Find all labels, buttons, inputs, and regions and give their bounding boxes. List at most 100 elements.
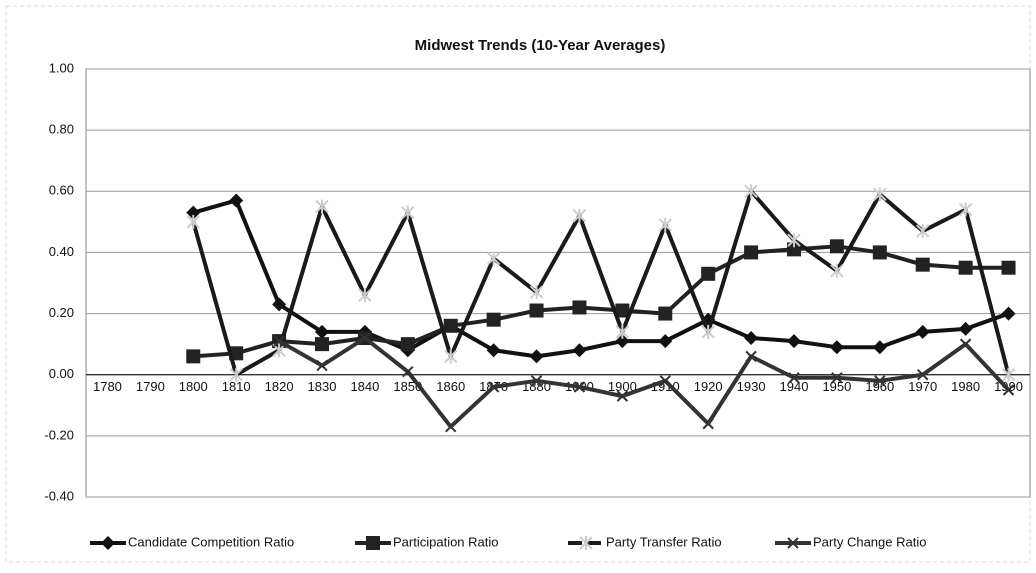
marker — [529, 285, 544, 300]
marker — [400, 337, 415, 352]
marker — [529, 349, 544, 364]
marker — [1001, 367, 1016, 382]
marker — [486, 251, 501, 266]
x-tick-label: 1980 — [951, 379, 980, 394]
marker — [830, 263, 844, 278]
marker — [787, 537, 799, 549]
chart-title: Midwest Trends (10-Year Averages) — [415, 37, 666, 54]
marker — [831, 372, 843, 384]
marker — [186, 205, 201, 220]
series-line — [278, 336, 1011, 429]
marker — [659, 375, 671, 387]
marker — [915, 324, 930, 339]
x-tick-label: 1780 — [93, 379, 122, 394]
marker — [917, 369, 929, 381]
marker — [445, 420, 457, 433]
marker — [358, 288, 372, 303]
marker — [572, 300, 587, 315]
marker — [1002, 384, 1015, 396]
x-tick-label: 1930 — [737, 379, 766, 394]
marker — [579, 536, 593, 550]
marker — [401, 205, 415, 220]
x-tick-label: 1840 — [350, 379, 379, 394]
marker — [316, 359, 328, 372]
marker — [787, 334, 801, 349]
frame — [5, 5, 1031, 563]
x-tick-label: 1830 — [308, 379, 337, 394]
y-tick-label: 0.00 — [49, 366, 74, 381]
marker — [744, 331, 759, 346]
marker — [958, 202, 973, 217]
marker — [829, 239, 844, 254]
marker — [573, 381, 586, 393]
marker — [874, 375, 886, 387]
marker — [1001, 260, 1016, 275]
marker — [315, 324, 329, 339]
marker — [873, 187, 887, 202]
marker — [272, 297, 287, 312]
marker — [359, 332, 371, 344]
marker — [229, 367, 243, 382]
series-line — [191, 189, 1011, 377]
marker — [486, 312, 501, 327]
marker — [315, 337, 329, 352]
x-tick-label: 1920 — [694, 379, 723, 394]
marker — [916, 224, 930, 239]
marker — [787, 242, 801, 257]
x-tick-label: 1790 — [136, 379, 165, 394]
series-line — [192, 198, 1010, 359]
marker — [701, 324, 715, 339]
x-tick-label: 1960 — [865, 379, 894, 394]
marker — [658, 334, 673, 349]
marker — [788, 372, 800, 384]
plot-area — [85, 68, 1031, 498]
marker — [1001, 306, 1016, 321]
x-tick-label: 1970 — [908, 379, 937, 394]
marker — [658, 217, 672, 232]
marker — [487, 381, 500, 393]
marker — [615, 334, 630, 349]
marker — [402, 365, 414, 378]
x-tick-label: 1900 — [608, 379, 637, 394]
legend-label: Party Change Ratio — [813, 534, 926, 549]
y-tick-label: 0.60 — [49, 183, 74, 198]
marker — [529, 303, 544, 318]
marker — [829, 340, 844, 355]
marker — [872, 340, 887, 355]
marker — [186, 349, 201, 364]
marker — [701, 266, 716, 281]
marker — [702, 417, 714, 430]
marker — [186, 214, 200, 229]
y-tick-label: 0.20 — [49, 305, 74, 320]
marker — [872, 245, 887, 260]
marker — [443, 318, 458, 333]
y-tick-label: -0.20 — [44, 427, 74, 442]
y-tick-label: 0.40 — [49, 244, 74, 259]
marker — [959, 338, 972, 350]
marker — [958, 260, 973, 275]
marker — [366, 536, 380, 550]
marker — [572, 343, 587, 358]
y-tick-label: 1.00 — [49, 60, 74, 75]
marker — [615, 324, 630, 339]
marker — [273, 335, 285, 347]
marker — [744, 184, 758, 199]
legend-label: Participation Ratio — [393, 534, 499, 549]
marker — [616, 390, 629, 402]
marker — [915, 257, 930, 272]
y-tick-label: 0.80 — [49, 122, 74, 137]
marker — [744, 245, 759, 260]
x-tick-label: 1950 — [822, 379, 851, 394]
x-tick-label: 1810 — [222, 379, 251, 394]
marker — [787, 233, 801, 248]
x-tick-label: 1860 — [436, 379, 465, 394]
series-line — [193, 244, 1009, 359]
marker — [958, 321, 973, 336]
legend-label: Candidate Competition Ratio — [128, 534, 294, 549]
marker — [101, 536, 115, 550]
marker — [745, 350, 757, 363]
x-tick-label: 1820 — [265, 379, 294, 394]
x-tick-label: 1800 — [179, 379, 208, 394]
